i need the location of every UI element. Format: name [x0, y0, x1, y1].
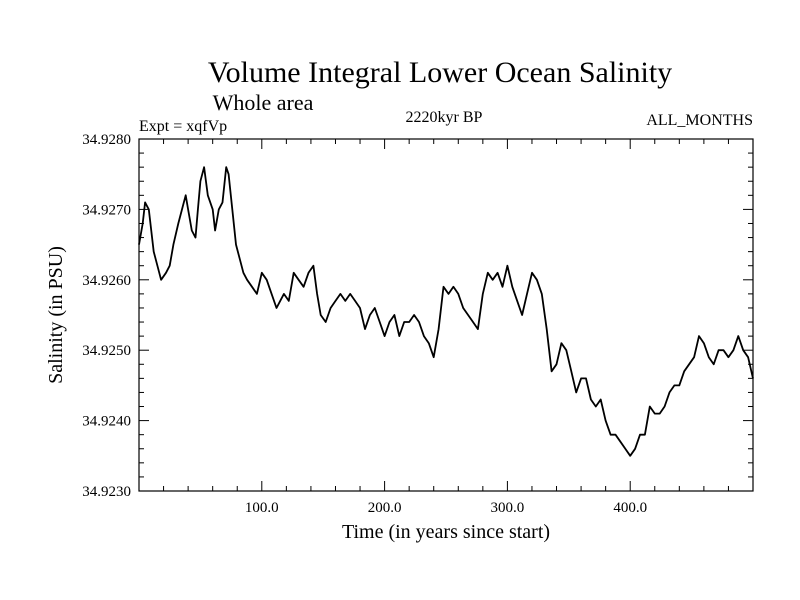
x-axis-label: Time (in years since start) — [342, 521, 550, 543]
x-tick-label: 200.0 — [368, 500, 402, 516]
y-tick-label: 34.9250 — [82, 343, 131, 359]
y-axis-label: Salinity (in PSU) — [45, 246, 67, 384]
period-label: 2220kyr BP — [406, 109, 483, 126]
x-tick-label: 300.0 — [491, 500, 525, 516]
chart-title: Volume Integral Lower Ocean Salinity — [208, 56, 672, 89]
x-tick-label: 400.0 — [613, 500, 647, 516]
y-tick-label: 34.9260 — [82, 273, 131, 289]
experiment-label: Expt = xqfVp — [139, 118, 227, 135]
y-tick-label: 34.9230 — [82, 484, 131, 500]
x-tick-labels: 100.0 200.0 300.0 400.0 — [245, 500, 647, 516]
y-tick-label: 34.9270 — [82, 202, 131, 218]
x-tick-label: 100.0 — [245, 500, 279, 516]
months-label: ALL_MONTHS — [646, 112, 753, 129]
y-tick-label: 34.9280 — [82, 132, 131, 148]
plot-frame — [138, 138, 754, 492]
y-tick-labels: 34.9230 34.9240 34.9250 34.9260 34.9270 34.92… — [82, 132, 131, 500]
y-tick-label: 34.9240 — [82, 414, 131, 430]
salinity-series-line — [138, 166, 754, 457]
chart-subtitle: Whole area — [213, 90, 314, 115]
